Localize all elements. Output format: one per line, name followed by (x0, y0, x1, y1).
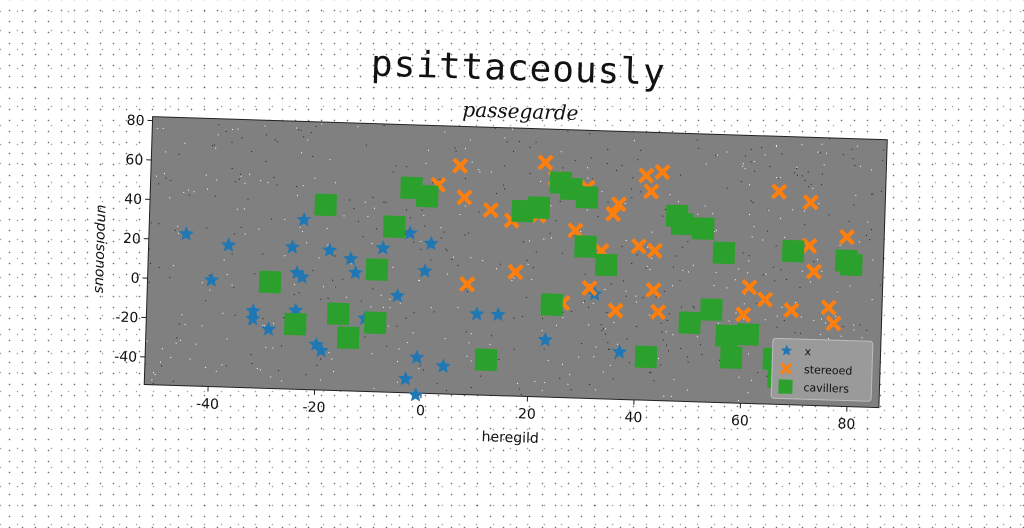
point-cavillers (692, 217, 715, 240)
point-cavillers (840, 253, 863, 276)
legend-label-cavillers: cavillers (803, 381, 849, 395)
point-cavillers (284, 313, 307, 336)
x-tick-label: 40 (624, 410, 642, 427)
legend-marker-cavillers (778, 379, 792, 393)
point-cavillers (366, 258, 389, 281)
x-tick-label: 80 (837, 416, 855, 433)
point-cavillers (715, 324, 738, 347)
point-cavillers (475, 348, 498, 371)
y-tick-label: -20 (115, 310, 138, 327)
point-cavillers (576, 186, 599, 209)
x-tick-label: 0 (416, 403, 425, 419)
point-cavillers (540, 293, 563, 316)
chart-title: passegarde (462, 97, 579, 125)
point-cavillers (671, 213, 694, 236)
y-tick-label: 80 (126, 113, 144, 130)
point-cavillers (383, 215, 406, 238)
x-tick-label: -20 (302, 399, 325, 416)
y-tick-label: 20 (123, 231, 141, 248)
point-cavillers (737, 323, 760, 346)
point-cavillers (574, 235, 597, 258)
point-cavillers (259, 271, 282, 294)
point-cavillers (713, 242, 736, 265)
point-cavillers (337, 326, 360, 349)
point-cavillers (527, 196, 550, 219)
legend-label-stereoed: stereoed (804, 363, 853, 378)
legend-label-x: x (804, 345, 811, 358)
y-tick-label: 0 (130, 271, 139, 287)
x-tick-label: 20 (518, 406, 536, 423)
y-axis-label: unpoisonous (91, 205, 110, 294)
x-tick-label: -40 (196, 396, 219, 413)
point-cavillers (720, 346, 743, 369)
point-cavillers (595, 254, 618, 277)
point-cavillers (364, 311, 387, 334)
point-cavillers (314, 194, 337, 217)
point-cavillers (327, 302, 350, 325)
y-tick-label: 60 (125, 152, 143, 169)
point-cavillers (635, 346, 658, 369)
y-tick-label: 40 (124, 192, 142, 209)
y-tick-label: -40 (114, 349, 137, 366)
point-cavillers (700, 298, 723, 321)
point-cavillers (416, 185, 439, 208)
point-cavillers (678, 311, 701, 334)
x-tick-label: 60 (731, 413, 749, 430)
point-cavillers (782, 240, 805, 263)
x-axis-label: heregild (481, 429, 539, 447)
